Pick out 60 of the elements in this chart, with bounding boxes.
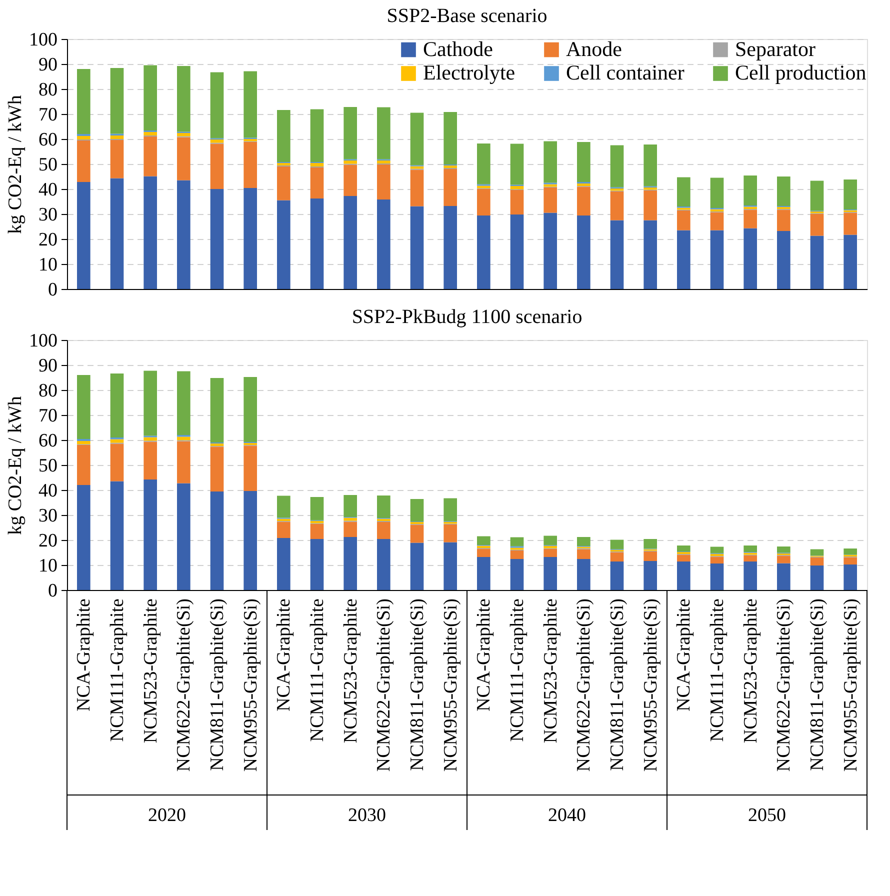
legend-label: Anode [566, 36, 622, 61]
y-tick-label: 10 [38, 254, 58, 276]
x-tick-label: NCM523-Graphite [740, 598, 762, 744]
x-tick-label: NCM622-Graphite(Si) [574, 598, 595, 772]
y-tick-label: 70 [38, 406, 58, 426]
y-axis-title: kg CO2-Eq / kWh [5, 94, 26, 234]
y-tick-label: 80 [38, 80, 58, 100]
x-tick-label: NCA-Graphite [74, 598, 95, 712]
y-tick-label: 30 [38, 506, 58, 526]
y-tick-label: 40 [38, 480, 58, 502]
y-tick-label: 0 [48, 580, 58, 602]
x-tick-label: NCA-Graphite [474, 598, 495, 712]
y-tick-label: 70 [38, 104, 58, 126]
y-tick-label: 0 [48, 280, 58, 300]
x-tick-label: NCM111-Graphite [307, 598, 328, 742]
x-tick-label: NCM622-Graphite(Si) [174, 598, 195, 772]
y-tick-label: 60 [38, 130, 58, 150]
y-tick-label: 100 [29, 330, 58, 352]
x-tick-label: NCM111-Graphite [107, 598, 128, 742]
x-tick-label: NCA-Graphite [274, 598, 295, 712]
y-tick-label: 50 [38, 456, 58, 476]
x-tick-label: NCA-Graphite [674, 598, 695, 712]
y-tick-label: 90 [38, 356, 58, 376]
x-tick-label: NCM811-Graphite(Si) [807, 598, 828, 771]
y-tick-label: 60 [38, 430, 58, 452]
x-tick-label: NCM955-Graphite(Si) [840, 598, 862, 772]
y-tick-label: 50 [38, 154, 58, 176]
x-tick-label: NCM955-Graphite(Si) [640, 598, 662, 772]
legend-label: Electrolyte [423, 60, 516, 84]
y-tick-label: 20 [38, 530, 58, 552]
text: 2040 [548, 805, 586, 826]
x-tick-label: NCM111-Graphite [707, 598, 728, 742]
x-tick-label: NCM811-Graphite(Si) [407, 598, 428, 771]
legend-label: Cathode [423, 36, 493, 61]
x-tick-label: NCM622-Graphite(Si) [374, 598, 395, 772]
text: 2050 [748, 805, 786, 826]
y-tick-label: 100 [29, 30, 58, 50]
y-tick-label: 30 [38, 204, 58, 226]
legend-label: Cell container [566, 60, 684, 84]
y-tick-label: 40 [38, 180, 58, 200]
legend-label: Separator [735, 36, 816, 61]
x-tick-label: NCM523-Graphite [340, 598, 362, 744]
x-tick-label: NCM811-Graphite(Si) [607, 598, 628, 771]
y-axis-title: kg CO2-Eq / kWh [5, 396, 26, 535]
y-tick-label: 90 [38, 54, 58, 76]
y-tick-label: 80 [38, 380, 58, 402]
chart-title: SSP2-PkBudg 1100 scenario [352, 306, 582, 328]
text: 2020 [148, 805, 186, 826]
x-tick-label: NCM523-Graphite [140, 598, 162, 744]
x-tick-label: NCM523-Graphite [540, 598, 562, 744]
x-tick-label: NCM955-Graphite(Si) [240, 598, 262, 772]
x-tick-label: NCM811-Graphite(Si) [207, 598, 228, 771]
x-tick-label: NCM622-Graphite(Si) [774, 598, 795, 772]
chart-title: SSP2-Base scenario [386, 5, 548, 27]
legend-label: Cell production [735, 60, 867, 84]
y-tick-label: 10 [38, 556, 58, 576]
x-tick-label: NCM955-Graphite(Si) [440, 598, 462, 772]
text: 2030 [348, 805, 386, 826]
y-tick-label: 20 [38, 230, 58, 250]
x-tick-label: NCM111-Graphite [507, 598, 528, 742]
